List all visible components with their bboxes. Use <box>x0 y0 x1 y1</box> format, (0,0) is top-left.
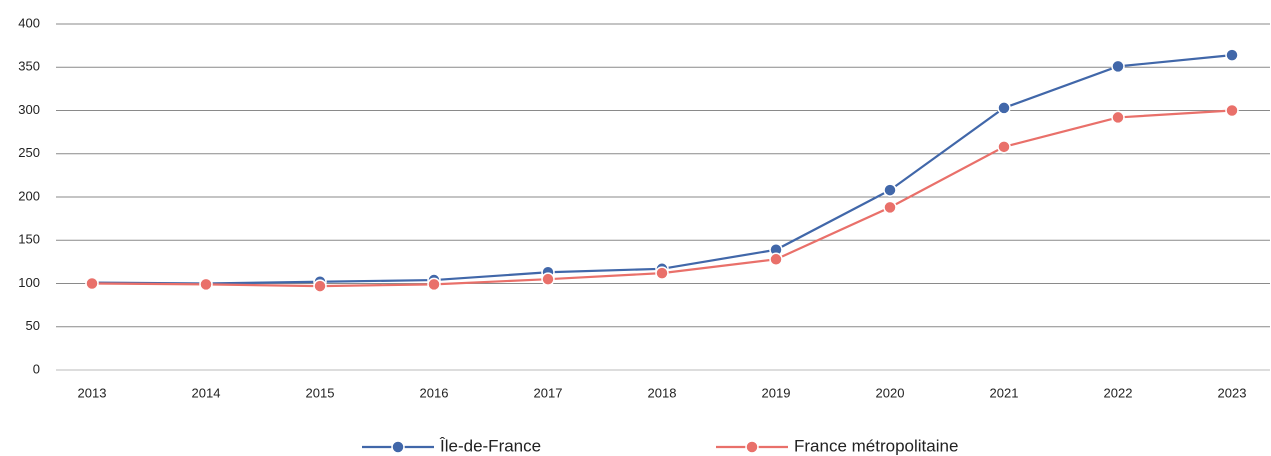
data-point <box>199 277 213 292</box>
data-point <box>1111 59 1125 74</box>
data-point <box>997 140 1011 154</box>
y-tick-label: 350 <box>18 59 40 74</box>
x-tick-label: 2021 <box>990 385 1019 400</box>
y-tick-label: 100 <box>18 275 40 290</box>
series-line <box>91 109 1233 288</box>
x-tick-label: 2013 <box>78 385 107 400</box>
legend-marker <box>745 440 759 454</box>
x-tick-label: 2022 <box>1104 385 1133 400</box>
y-tick-label: 250 <box>18 145 40 160</box>
legend-label: France métropolitaine <box>794 436 958 455</box>
data-point <box>1225 103 1239 118</box>
data-point <box>313 279 327 293</box>
y-tick-label: 50 <box>26 318 40 333</box>
x-tick-label: 2014 <box>192 385 221 400</box>
series-line <box>91 54 1233 285</box>
data-point <box>1111 110 1125 125</box>
x-tick-label: 2019 <box>762 385 791 400</box>
data-point <box>997 101 1011 115</box>
data-point <box>1225 48 1239 62</box>
data-point <box>883 200 897 215</box>
y-tick-label: 400 <box>18 15 40 30</box>
data-point <box>541 272 555 286</box>
x-tick-label: 2020 <box>876 385 905 400</box>
legend-marker <box>391 440 405 454</box>
data-point <box>883 183 897 197</box>
legend-label: Île-de-France <box>439 436 541 455</box>
y-tick-label: 300 <box>18 102 40 117</box>
data-point <box>769 252 783 267</box>
y-tick-label: 150 <box>18 232 40 247</box>
legend: Île-de-France France métropolitaine <box>362 436 958 455</box>
data-point <box>655 266 669 280</box>
x-tick-label: 2015 <box>306 385 335 400</box>
x-tick-label: 2016 <box>420 385 449 400</box>
y-tick-label: 200 <box>18 188 40 203</box>
data-point <box>85 276 99 291</box>
x-tick-label: 2023 <box>1218 385 1247 400</box>
x-tick-label: 2018 <box>648 385 677 400</box>
x-tick-label: 2017 <box>534 385 563 400</box>
data-point <box>427 277 441 292</box>
y-tick-label: 0 <box>33 361 40 376</box>
